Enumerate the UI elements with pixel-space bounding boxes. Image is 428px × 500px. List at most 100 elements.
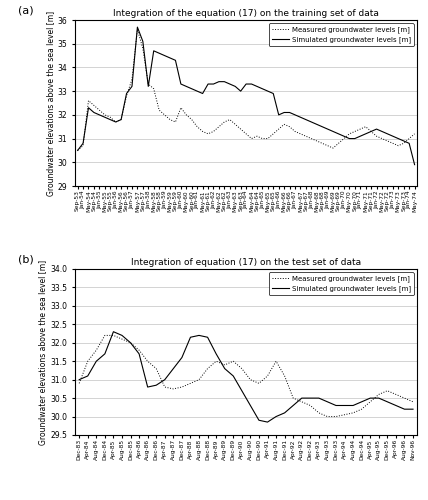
Simulated groundwater levels [m] <box>102 351 107 357</box>
Simulated groundwater levels [m] <box>239 388 244 394</box>
Measured groundwater levels [m] <box>205 366 210 372</box>
Measured groundwater levels [m] <box>222 362 227 368</box>
Simulated groundwater levels [m] <box>196 332 202 338</box>
Legend: Measured groundwater levels [m], Simulated groundwater levels [m]: Measured groundwater levels [m], Simulat… <box>269 272 414 295</box>
Measured groundwater levels [m] <box>196 376 202 382</box>
Simulated groundwater levels [m] <box>314 122 319 128</box>
Title: Integration of equation (17) on the test set of data: Integration of equation (17) on the test… <box>131 258 361 267</box>
Measured groundwater levels [m] <box>75 148 80 154</box>
Measured groundwater levels [m] <box>385 388 390 394</box>
Simulated groundwater levels [m] <box>128 340 133 346</box>
Measured groundwater levels [m] <box>410 399 416 405</box>
Measured groundwater levels [m] <box>94 347 99 353</box>
Measured groundwater levels [m] <box>333 414 339 420</box>
Simulated groundwater levels [m] <box>214 351 219 357</box>
Measured groundwater levels [m] <box>145 358 150 364</box>
Measured groundwater levels [m] <box>214 358 219 364</box>
Measured groundwater levels [m] <box>239 366 244 372</box>
Measured groundwater levels [m] <box>249 136 254 141</box>
Measured groundwater levels [m] <box>184 112 189 118</box>
Simulated groundwater levels [m] <box>412 162 417 168</box>
Simulated groundwater levels [m] <box>376 395 381 401</box>
Simulated groundwater levels [m] <box>291 402 296 408</box>
Simulated groundwater levels [m] <box>333 402 339 408</box>
Simulated groundwater levels [m] <box>351 402 356 408</box>
Simulated groundwater levels [m] <box>77 376 82 382</box>
Text: (a): (a) <box>18 5 34 15</box>
Simulated groundwater levels [m] <box>231 373 236 379</box>
Line: Measured groundwater levels [m]: Measured groundwater levels [m] <box>77 30 415 150</box>
Simulated groundwater levels [m] <box>135 24 140 30</box>
Simulated groundwater levels [m] <box>205 334 210 340</box>
Measured groundwater levels [m] <box>376 392 381 398</box>
Simulated groundwater levels [m] <box>342 402 347 408</box>
Measured groundwater levels [m] <box>137 347 142 353</box>
Simulated groundwater levels [m] <box>145 384 150 390</box>
Measured groundwater levels [m] <box>77 380 82 386</box>
Simulated groundwater levels [m] <box>154 382 159 388</box>
Simulated groundwater levels [m] <box>265 419 270 425</box>
Measured groundwater levels [m] <box>231 358 236 364</box>
Measured groundwater levels [m] <box>273 358 279 364</box>
Measured groundwater levels [m] <box>412 131 417 137</box>
Simulated groundwater levels [m] <box>385 399 390 405</box>
Measured groundwater levels [m] <box>248 376 253 382</box>
Legend: Measured groundwater levels [m], Simulated groundwater levels [m]: Measured groundwater levels [m], Simulat… <box>269 24 414 46</box>
Measured groundwater levels [m] <box>128 340 133 346</box>
Simulated groundwater levels [m] <box>407 140 412 146</box>
Simulated groundwater levels [m] <box>316 395 321 401</box>
Measured groundwater levels [m] <box>85 358 90 364</box>
Measured groundwater levels [m] <box>188 380 193 386</box>
Simulated groundwater levels [m] <box>273 414 279 420</box>
Simulated groundwater levels [m] <box>393 402 398 408</box>
Measured groundwater levels [m] <box>402 395 407 401</box>
Measured groundwater levels [m] <box>135 26 140 32</box>
Simulated groundwater levels [m] <box>75 148 80 154</box>
Simulated groundwater levels [m] <box>162 376 167 382</box>
Measured groundwater levels [m] <box>282 373 287 379</box>
Simulated groundwater levels [m] <box>173 58 178 64</box>
Measured groundwater levels [m] <box>171 386 176 392</box>
Simulated groundwater levels [m] <box>119 332 125 338</box>
Measured groundwater levels [m] <box>407 136 412 141</box>
Simulated groundwater levels [m] <box>94 358 99 364</box>
Measured groundwater levels [m] <box>368 399 373 405</box>
Measured groundwater levels [m] <box>291 395 296 401</box>
Simulated groundwater levels [m] <box>222 366 227 372</box>
Simulated groundwater levels [m] <box>171 366 176 372</box>
Simulated groundwater levels [m] <box>410 406 416 412</box>
Simulated groundwater levels [m] <box>308 395 313 401</box>
Simulated groundwater levels [m] <box>368 395 373 401</box>
Simulated groundwater levels [m] <box>238 88 243 94</box>
Measured groundwater levels [m] <box>111 332 116 338</box>
Measured groundwater levels [m] <box>393 392 398 398</box>
Simulated groundwater levels [m] <box>256 417 262 423</box>
Measured groundwater levels [m] <box>265 373 270 379</box>
Measured groundwater levels [m] <box>162 384 167 390</box>
Simulated groundwater levels [m] <box>188 334 193 340</box>
Simulated groundwater levels [m] <box>299 395 304 401</box>
Measured groundwater levels [m] <box>256 380 262 386</box>
Y-axis label: Groundwater elevations above the sea level [m]: Groundwater elevations above the sea lev… <box>46 10 55 196</box>
Measured groundwater levels [m] <box>342 412 347 418</box>
Y-axis label: Groundwater elevations above the sea level [m]: Groundwater elevations above the sea lev… <box>39 260 48 444</box>
Line: Simulated groundwater levels [m]: Simulated groundwater levels [m] <box>79 332 413 422</box>
Line: Measured groundwater levels [m]: Measured groundwater levels [m] <box>79 336 413 416</box>
Measured groundwater levels [m] <box>351 410 356 416</box>
Measured groundwater levels [m] <box>238 126 243 132</box>
Simulated groundwater levels [m] <box>402 406 407 412</box>
Simulated groundwater levels [m] <box>249 81 254 87</box>
Measured groundwater levels [m] <box>179 384 184 390</box>
Simulated groundwater levels [m] <box>111 328 116 334</box>
Text: (b): (b) <box>18 254 34 264</box>
Simulated groundwater levels [m] <box>282 410 287 416</box>
Simulated groundwater levels [m] <box>325 399 330 405</box>
Measured groundwater levels [m] <box>308 402 313 408</box>
Measured groundwater levels [m] <box>299 399 304 405</box>
Simulated groundwater levels [m] <box>184 84 189 89</box>
Simulated groundwater levels [m] <box>85 373 90 379</box>
Simulated groundwater levels [m] <box>179 354 184 360</box>
Measured groundwater levels [m] <box>325 414 330 420</box>
Simulated groundwater levels [m] <box>359 399 364 405</box>
Line: Simulated groundwater levels [m]: Simulated groundwater levels [m] <box>77 27 415 164</box>
